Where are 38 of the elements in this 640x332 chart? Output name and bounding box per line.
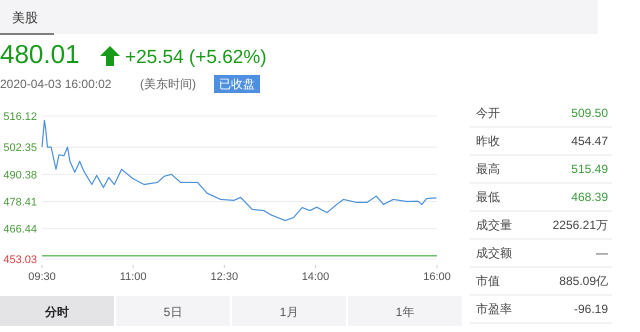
text: 最低 (476, 190, 500, 204)
text: 2020-04-03 16:00:02 (0, 77, 112, 91)
text: +25.54 (+5.62%) (125, 47, 267, 68)
text: 最高 (476, 162, 500, 176)
y-tick-label: 466.44 (3, 224, 37, 236)
text: 市值 (476, 274, 500, 288)
text: 已收盘 (219, 77, 255, 91)
text: 1月 (280, 305, 298, 319)
text: 2256.21万 (552, 218, 608, 232)
text: 分时 (44, 305, 69, 319)
text: 885.09亿 (559, 274, 608, 288)
text: (美东时间) (140, 77, 196, 91)
text: -96.19 (574, 302, 608, 316)
y-tick-label: 490.38 (3, 169, 37, 182)
text: 480.01 (0, 39, 80, 69)
text: 454.47 (571, 134, 608, 148)
x-tick-label: 14:00 (302, 271, 330, 283)
text: 昨收 (476, 134, 500, 148)
x-tick-label: 11:00 (120, 271, 147, 283)
x-tick-label: 12:30 (210, 271, 238, 283)
text: 5日 (164, 305, 182, 319)
text: 成交额 (476, 246, 512, 260)
y-tick-label: 478.41 (3, 196, 37, 208)
text: 市盈率 (476, 302, 512, 316)
line-series (41, 120, 437, 222)
text: 成交量 (476, 218, 512, 232)
x-tick-label: 16:00 (423, 271, 451, 283)
text: 509.50 (571, 106, 608, 120)
text: 美股 (12, 10, 38, 25)
text: 今开 (476, 106, 500, 120)
text: 515.49 (571, 162, 608, 176)
y-tick-label: 516.12 (3, 111, 37, 123)
text: — (596, 246, 608, 260)
text: 468.39 (571, 190, 608, 204)
text: 1年 (396, 305, 414, 319)
y-tick-label: 502.35 (3, 142, 37, 154)
x-tick-label: 09:30 (28, 271, 56, 283)
y-tick-label: 453.03 (3, 254, 37, 266)
